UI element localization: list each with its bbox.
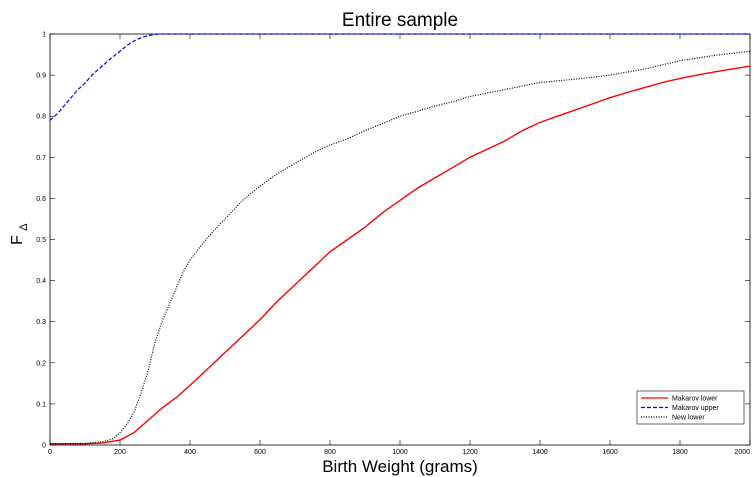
x-tick-label: 1400 [532,449,548,456]
x-tick-label: 800 [324,449,336,456]
x-tick-label: 600 [254,449,266,456]
series-line-makarov-upper [49,33,750,121]
y-tick-label: 0.7 [36,155,46,162]
x-tick-label: 1000 [392,449,408,456]
legend-label: Makarov upper [672,405,719,412]
y-tick-label: 0 [42,443,46,450]
y-tick-label: 0.2 [36,360,46,367]
x-axis-title: Birth Weight (grams) [322,457,478,476]
x-tick-label: 200 [114,449,126,456]
x-tick-label: 1200 [462,449,478,456]
x-tick-label: 1800 [672,449,688,456]
x-tick-label: 2000 [734,449,750,456]
series-line-makarov-lower [50,65,751,445]
y-tick-label: 0.6 [36,196,46,203]
y-axis-title: F Δ [9,223,30,245]
legend-label: New lower [672,415,705,422]
y-axis-title-subscript: Δ [18,223,30,231]
legend-label: Makarov lower [672,396,718,403]
chart-title: Entire sample [342,10,458,31]
y-tick-label: 0.4 [36,278,46,285]
x-axis: 0 200 400 600 800 1000 1200 1400 1600 1800 2000 [48,34,751,456]
y-axis-title-main: F [9,235,26,245]
y-axis: 0 0.1 0.2 0.3 0.4 0.5 0.6 0.7 0.8 0.9 1 [36,32,750,450]
plot-area-frame [49,33,751,446]
y-tick-label: 0.5 [36,237,46,244]
legend: Makarov lower Makarov upper New lower [636,390,745,425]
y-tick-label: 0.1 [36,401,46,408]
y-tick-label: 0.3 [36,319,46,326]
y-tick-label: 0.8 [36,114,46,121]
x-tick-label: 1600 [602,449,618,456]
y-tick-label: 1 [42,32,46,39]
x-tick-label: 0 [48,449,52,456]
x-tick-label: 400 [184,449,196,456]
series-lines [49,33,751,445]
y-tick-label: 0.9 [36,73,46,80]
